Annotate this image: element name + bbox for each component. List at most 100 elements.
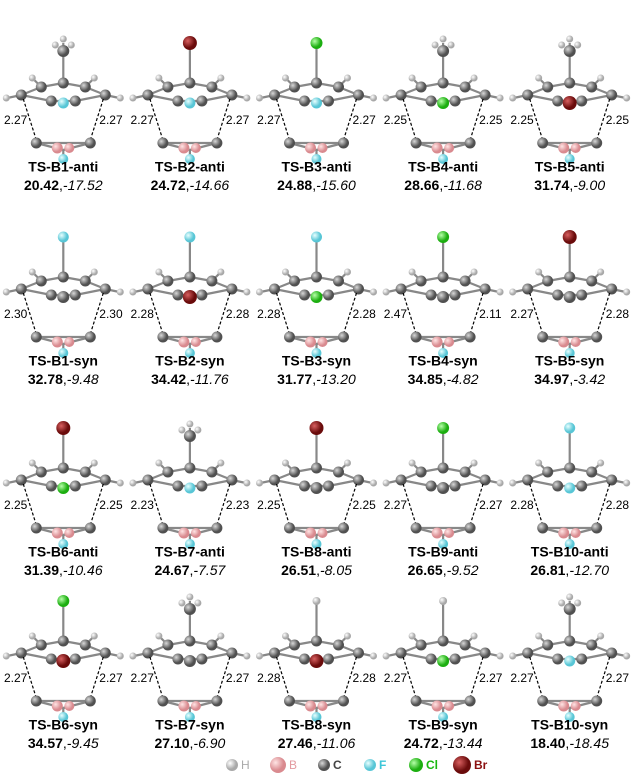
atom xyxy=(64,528,74,538)
atom xyxy=(411,523,422,534)
atom xyxy=(31,138,42,149)
atom xyxy=(46,290,57,301)
energy-line: 28.66,-11.68 xyxy=(404,177,482,193)
atom xyxy=(191,701,201,711)
energy-line: 27.10,-6.90 xyxy=(154,735,225,751)
atom xyxy=(535,75,542,82)
atom xyxy=(465,332,476,343)
atom xyxy=(282,269,289,276)
atom xyxy=(383,289,390,296)
atom xyxy=(480,475,491,486)
atom xyxy=(129,480,136,487)
reaction-energy: -12.70 xyxy=(569,562,609,578)
atom xyxy=(353,90,364,101)
atom xyxy=(623,289,630,296)
atom xyxy=(16,284,27,295)
structure-name: TS-B10-anti xyxy=(531,544,609,560)
atom xyxy=(450,654,461,665)
atom xyxy=(100,648,111,659)
atom xyxy=(497,289,504,296)
atom xyxy=(178,337,189,348)
atom xyxy=(438,636,449,647)
atom xyxy=(289,640,300,651)
structure-name: TS-B8-anti xyxy=(282,544,352,560)
atom xyxy=(564,636,575,647)
distance-label: 2.28 xyxy=(257,671,281,685)
atom xyxy=(509,289,516,296)
atom xyxy=(184,98,195,109)
atom xyxy=(558,528,569,539)
atom xyxy=(606,90,617,101)
atom xyxy=(426,290,437,301)
atom xyxy=(52,528,63,539)
atom xyxy=(206,276,217,287)
atom xyxy=(299,654,310,665)
atom xyxy=(480,284,491,295)
atom xyxy=(284,523,295,534)
distance-label: 2.47 xyxy=(384,307,408,321)
atom xyxy=(537,138,548,149)
atom xyxy=(217,75,224,82)
atom xyxy=(437,655,449,667)
atom xyxy=(450,481,461,492)
energy-barrier: 18.40 xyxy=(530,735,565,751)
atom xyxy=(437,45,449,57)
atom xyxy=(31,696,42,707)
atom xyxy=(269,475,280,486)
atom xyxy=(460,82,471,93)
reaction-energy: -15.60 xyxy=(316,177,356,193)
atom xyxy=(586,640,597,651)
energy-barrier: 34.42 xyxy=(151,371,186,387)
atom xyxy=(338,332,349,343)
legend-label: Cl xyxy=(426,758,438,772)
atom xyxy=(269,90,280,101)
atom xyxy=(129,95,136,102)
atom xyxy=(432,143,443,154)
atom xyxy=(117,653,124,660)
atom xyxy=(80,82,91,93)
energy-line: 27.46,-11.06 xyxy=(278,735,356,751)
atom xyxy=(416,640,427,651)
atom xyxy=(571,528,581,538)
distance-label: 2.27 xyxy=(606,671,630,685)
atom xyxy=(217,460,224,467)
atom xyxy=(323,96,334,107)
atom xyxy=(522,90,533,101)
atom xyxy=(370,653,377,660)
atom xyxy=(383,95,390,102)
atom xyxy=(206,640,217,651)
atom xyxy=(311,78,322,89)
distance-label: 2.27 xyxy=(99,671,123,685)
distance-label: 2.27 xyxy=(510,307,534,321)
atom xyxy=(552,481,563,492)
atom xyxy=(183,36,197,50)
energy-barrier: 34.97 xyxy=(534,371,569,387)
atom xyxy=(353,284,364,295)
atom xyxy=(206,82,217,93)
atom xyxy=(444,337,454,347)
distance-label: 2.25 xyxy=(257,498,281,512)
atom xyxy=(129,289,136,296)
atom xyxy=(396,284,407,295)
atom xyxy=(184,483,195,494)
atom xyxy=(586,276,597,287)
distance-label: 2.25 xyxy=(384,113,408,127)
atom xyxy=(100,475,111,486)
reaction-energy: -13.20 xyxy=(316,371,356,387)
atom xyxy=(576,290,587,301)
atom xyxy=(256,653,263,660)
atom xyxy=(178,701,189,712)
atom xyxy=(318,528,328,538)
atom xyxy=(437,422,449,434)
structure-name: TS-B10-syn xyxy=(531,717,608,733)
legend-label: B xyxy=(289,758,297,772)
structure-name: TS-B7-syn xyxy=(155,717,224,733)
atom xyxy=(52,42,59,49)
atom xyxy=(597,75,604,82)
atom xyxy=(305,528,316,539)
atom xyxy=(566,594,573,601)
distance-label: 2.27 xyxy=(479,671,503,685)
atom xyxy=(162,467,173,478)
energy-barrier: 31.74 xyxy=(534,177,569,193)
atom xyxy=(497,653,504,660)
